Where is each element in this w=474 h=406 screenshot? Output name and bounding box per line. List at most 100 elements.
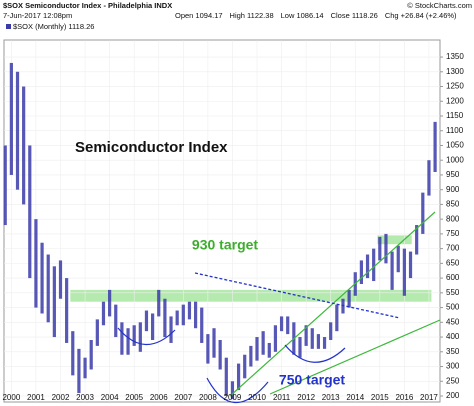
hl-bar: [310, 328, 314, 349]
x-tick-label: 2007: [174, 393, 192, 402]
x-tick-label: 2013: [322, 393, 340, 402]
hl-bar: [9, 62, 13, 175]
quote-item: Close 1118.26: [331, 11, 378, 20]
hl-bar: [77, 348, 81, 394]
y-tick-label: 1200: [446, 96, 464, 105]
chart-title: $SOX Semiconductor Index - Philadelphia …: [3, 1, 172, 10]
quote-item: Low 1086.14: [281, 11, 324, 20]
y-tick-label: 300: [446, 362, 460, 371]
annotation: Semiconductor Index: [75, 139, 228, 156]
y-tick-label: 1100: [446, 126, 464, 135]
hl-bar: [390, 251, 394, 290]
hl-bar: [181, 304, 185, 326]
y-tick-label: 900: [446, 185, 460, 194]
hl-bar: [132, 325, 136, 346]
x-tick-label: 2010: [248, 393, 266, 402]
bars: [3, 62, 437, 399]
quote-item: High 1122.38: [230, 11, 274, 20]
hl-bar: [365, 254, 370, 279]
hl-bar: [427, 160, 431, 196]
hl-bar: [322, 337, 327, 349]
hl-bar: [28, 145, 32, 279]
quote-item: Chg +26.84 (+2.46%): [385, 11, 457, 20]
x-tick-label: 2001: [27, 393, 45, 402]
y-tick-label: 1250: [446, 82, 464, 91]
y-tick-label: 450: [446, 317, 460, 326]
hl-bar: [15, 71, 20, 190]
hl-bar: [421, 192, 425, 234]
hl-bar: [433, 121, 437, 172]
arc-2009: [206, 377, 269, 404]
hl-bar: [175, 310, 179, 326]
hl-bar: [22, 86, 26, 205]
y-tick-label: 1000: [446, 155, 464, 164]
y-tick-label: 600: [446, 273, 460, 282]
hl-bar: [40, 242, 44, 314]
x-tick-label: 2004: [101, 393, 119, 402]
y-tick-label: 750: [446, 229, 460, 238]
hl-bar: [212, 328, 216, 358]
quote: Open 1094.17 High 1122.38 Low 1086.14 Close…: [175, 11, 457, 20]
hl-bar: [249, 345, 253, 367]
hl-bar: [408, 251, 413, 279]
x-tick-label: 2002: [52, 393, 70, 402]
arc-2012: [284, 344, 346, 363]
y-tick-label: 350: [446, 347, 460, 356]
hl-bar: [3, 145, 7, 226]
hl-bar: [157, 289, 161, 317]
trend-lines: [117, 211, 441, 404]
hl-bar: [218, 340, 222, 370]
x-tick-label: 2014: [346, 393, 364, 402]
legend-swatch: [6, 24, 11, 29]
hl-bar: [95, 319, 99, 346]
annotation: 930 target: [192, 237, 258, 253]
hl-bar: [236, 363, 241, 391]
hl-bar: [279, 316, 284, 332]
target-zone: [70, 289, 432, 302]
hl-bar: [359, 260, 363, 284]
y-tick-label: 800: [446, 214, 460, 223]
hl-bar: [372, 248, 376, 282]
y-tick-label: 500: [446, 303, 460, 312]
y-tick-label: 1350: [446, 52, 464, 61]
credit: © StockCharts.com: [407, 1, 472, 10]
hl-bar: [415, 225, 419, 255]
hl-bar: [384, 233, 388, 264]
hl-bar: [138, 322, 142, 352]
x-tick-label: 2017: [420, 393, 438, 402]
hl-bar: [298, 337, 302, 358]
hl-bar: [169, 316, 173, 343]
hl-bar: [304, 325, 308, 346]
x-tick-label: 2016: [395, 393, 413, 402]
date: 7-Jun-2017 12:08pm: [3, 11, 72, 20]
y-tick-label: 250: [446, 376, 460, 385]
hl-bar: [206, 334, 210, 364]
hl-bar: [163, 298, 167, 338]
x-tick-label: 2003: [76, 393, 94, 402]
hl-bar: [316, 334, 321, 349]
hl-bar: [267, 342, 271, 358]
y-tick-label: 650: [446, 258, 460, 267]
x-tick-label: 2000: [2, 393, 20, 402]
y-tick-label: 850: [446, 200, 460, 209]
hl-bar: [230, 381, 235, 399]
x-tick-label: 2008: [199, 393, 217, 402]
y-tick-label: 950: [446, 170, 460, 179]
hl-bar: [114, 304, 118, 338]
hl-bar: [335, 304, 339, 332]
y-tick-label: 700: [446, 244, 460, 253]
grid: [4, 40, 443, 402]
y-tick-label: 1300: [446, 67, 464, 76]
x-tick-label: 2015: [371, 393, 389, 402]
hl-bar: [255, 337, 259, 361]
quote-item: Open 1094.17: [175, 11, 223, 20]
hl-bar: [120, 322, 124, 355]
hl-bar: [101, 301, 106, 326]
hl-bar: [200, 307, 204, 343]
x-tick-label: 2012: [297, 393, 315, 402]
legend-label: $SOX (Monthly) 1118.26: [13, 22, 94, 31]
hl-bar: [224, 357, 228, 397]
hl-bar: [83, 357, 87, 379]
hl-bar: [144, 310, 149, 332]
